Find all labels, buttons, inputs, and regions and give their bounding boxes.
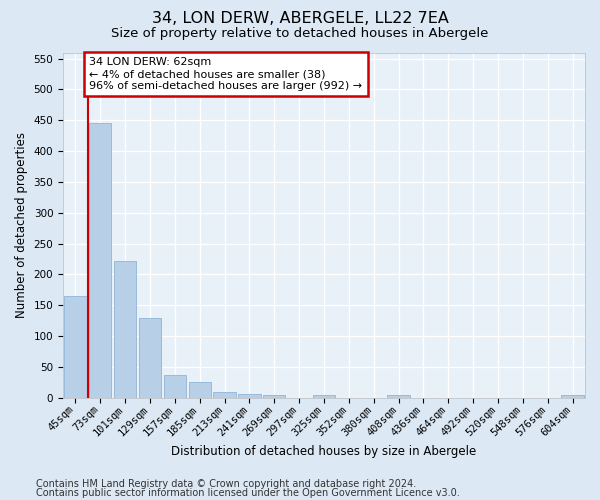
Bar xyxy=(214,392,236,398)
Text: 34, LON DERW, ABERGELE, LL22 7EA: 34, LON DERW, ABERGELE, LL22 7EA xyxy=(152,11,448,26)
Bar xyxy=(89,124,112,398)
Bar xyxy=(139,318,161,398)
X-axis label: Distribution of detached houses by size in Abergele: Distribution of detached houses by size … xyxy=(172,444,476,458)
Text: Contains HM Land Registry data © Crown copyright and database right 2024.: Contains HM Land Registry data © Crown c… xyxy=(36,479,416,489)
Bar xyxy=(313,394,335,398)
Text: 34 LON DERW: 62sqm
← 4% of detached houses are smaller (38)
96% of semi-detached: 34 LON DERW: 62sqm ← 4% of detached hous… xyxy=(89,58,362,90)
Y-axis label: Number of detached properties: Number of detached properties xyxy=(15,132,28,318)
Bar xyxy=(64,296,86,398)
Text: Contains public sector information licensed under the Open Government Licence v3: Contains public sector information licen… xyxy=(36,488,460,498)
Bar xyxy=(164,375,186,398)
Bar xyxy=(188,382,211,398)
Bar xyxy=(562,394,584,398)
Bar xyxy=(238,394,260,398)
Bar xyxy=(388,394,410,398)
Bar xyxy=(263,394,286,398)
Text: Size of property relative to detached houses in Abergele: Size of property relative to detached ho… xyxy=(112,28,488,40)
Bar xyxy=(114,261,136,398)
